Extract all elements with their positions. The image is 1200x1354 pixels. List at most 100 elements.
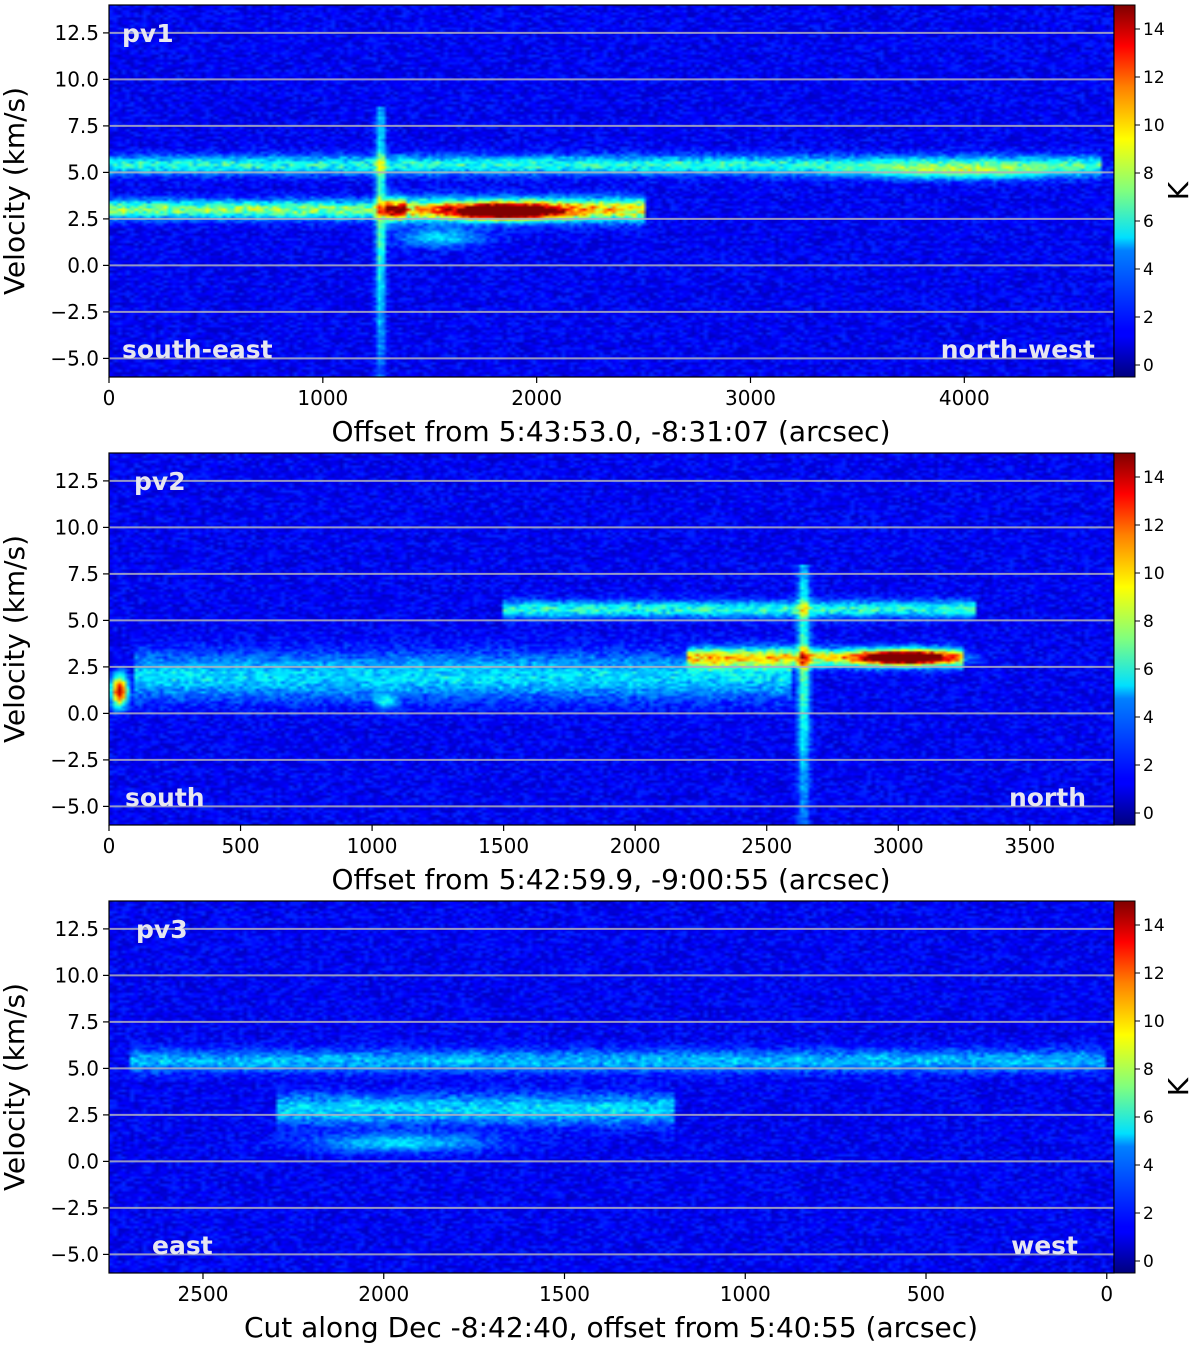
y-tick-label: 12.5 (54, 917, 99, 941)
pv2-grid-lines (109, 479, 1114, 808)
y-tick-label: 5.0 (67, 160, 99, 184)
y-tick-label: 7.5 (67, 1010, 99, 1034)
colorbar-tick-label: 10 (1143, 1012, 1165, 1032)
x-tick-label: 2000 (610, 834, 661, 858)
y-tick-label: 5.0 (67, 608, 99, 632)
pv1-panel-label: pv1 (122, 19, 174, 48)
pv1-right-annotation: north-west (941, 335, 1095, 364)
pv1-colorbar (1113, 4, 1136, 378)
pv3-x-axis-title: Cut along Dec -8:42:40, offset from 5:40… (244, 1311, 978, 1344)
y-tick-label: −2.5 (50, 1196, 99, 1220)
pv2-right-annotation: north (1009, 783, 1086, 812)
pv1-panel: 0 1000 2000 3000 4000 −5.0 −2.5 0.0 2.5 5.0 7.5 10… (0, 4, 1195, 448)
x-tick-label: 1000 (720, 1282, 771, 1306)
y-tick-label: 7.5 (67, 562, 99, 586)
y-tick-label: −2.5 (50, 748, 99, 772)
colorbar-tick-label: 12 (1143, 516, 1165, 536)
y-tick-label: −5.0 (50, 1242, 99, 1266)
colorbar-tick-label: 8 (1143, 164, 1154, 184)
pv1-heatmap (109, 5, 1114, 377)
colorbar-tick-label: 6 (1143, 212, 1154, 232)
pv2-x-axis-title: Offset from 5:42:59.9, -9:00:55 (arcsec) (332, 863, 891, 896)
colorbar-tick-label: 2 (1143, 1204, 1154, 1224)
y-tick-label: −5.0 (50, 794, 99, 818)
colorbar-tick-label: 6 (1143, 1108, 1154, 1128)
y-tick-label: 2.5 (67, 1103, 99, 1127)
y-tick-label: 0.0 (67, 1149, 99, 1173)
x-tick-label: 1000 (297, 386, 348, 410)
x-tick-label: 500 (907, 1282, 945, 1306)
colorbar-tick-label: 12 (1143, 68, 1165, 88)
colorbar-tick-label: 0 (1143, 1252, 1154, 1272)
y-tick-label: −5.0 (50, 346, 99, 370)
pv2-y-axis-title: Velocity (km/s) (0, 535, 31, 743)
pv3-colorbar-ticks: 0 2 4 6 8 10 12 14 (1135, 916, 1165, 1272)
pv2-colorbar-ticks: 0 2 4 6 8 10 12 14 (1135, 468, 1165, 824)
colorbar-tick-label: 8 (1143, 1060, 1154, 1080)
pv3-y-axis-title: Velocity (km/s) (0, 983, 31, 1191)
x-tick-label: 3500 (1004, 834, 1055, 858)
x-tick-label: 4000 (939, 386, 990, 410)
pv2-panel: 0 500 1000 1500 2000 2500 3000 3500 −5.0 −2.5 0.0… (0, 452, 1165, 896)
y-tick-label: 7.5 (67, 114, 99, 138)
pv3-colorbar (1113, 900, 1136, 1274)
y-tick-label: 12.5 (54, 469, 99, 493)
x-tick-label: 0 (1100, 1282, 1113, 1306)
y-tick-label: 10.0 (54, 963, 99, 987)
x-tick-label: 3000 (873, 834, 924, 858)
colorbar-tick-label: 14 (1143, 468, 1165, 488)
colorbar-tick-label: 10 (1143, 564, 1165, 584)
colorbar-tick-label: 8 (1143, 612, 1154, 632)
colorbar-tick-label: 4 (1143, 260, 1154, 280)
pv3-colorbar-label: K (1162, 1077, 1195, 1096)
y-tick-label: 10.0 (54, 67, 99, 91)
x-tick-label: 500 (221, 834, 259, 858)
colorbar-tick-label: 12 (1143, 964, 1165, 984)
x-tick-label: 2000 (511, 386, 562, 410)
x-tick-label: 0 (103, 386, 116, 410)
colorbar-tick-label: 2 (1143, 756, 1154, 776)
pv1-y-axis-title: Velocity (km/s) (0, 87, 31, 295)
colorbar-tick-label: 0 (1143, 356, 1154, 376)
pv2-x-axis: 0 500 1000 1500 2000 2500 3000 3500 (103, 825, 1055, 858)
x-tick-label: 2500 (741, 834, 792, 858)
x-tick-label: 0 (103, 834, 116, 858)
pv2-left-annotation: south (125, 783, 205, 812)
x-tick-label: 1500 (539, 1282, 590, 1306)
pv1-y-axis: −5.0 −2.5 0.0 2.5 5.0 7.5 10.0 12.5 (50, 21, 109, 370)
pv1-x-axis: 0 1000 2000 3000 4000 (103, 377, 990, 410)
x-tick-label: 1500 (478, 834, 529, 858)
x-tick-label: 3000 (725, 386, 776, 410)
y-tick-label: 12.5 (54, 21, 99, 45)
pv1-colorbar-ticks: 0 2 4 6 8 10 12 14 (1135, 20, 1165, 376)
colorbar-tick-label: 2 (1143, 308, 1154, 328)
pv3-y-axis: −5.0 −2.5 0.0 2.5 5.0 7.5 10.0 12.5 (50, 917, 109, 1266)
pv3-left-annotation: east (152, 1231, 213, 1260)
pv1-left-annotation: south-east (122, 335, 273, 364)
y-tick-label: 2.5 (67, 655, 99, 679)
colorbar-tick-label: 0 (1143, 804, 1154, 824)
pv2-y-axis: −5.0 −2.5 0.0 2.5 5.0 7.5 10.0 12.5 (50, 469, 109, 818)
y-tick-label: 5.0 (67, 1056, 99, 1080)
pv3-x-axis: 2500 2000 1500 1000 500 0 (178, 1273, 1113, 1306)
pv3-panel-label: pv3 (136, 915, 188, 944)
colorbar-tick-label: 4 (1143, 1156, 1154, 1176)
pv2-heatmap (109, 453, 1114, 825)
pv3-heatmap (109, 901, 1114, 1273)
colorbar-tick-label: 4 (1143, 708, 1154, 728)
pv2-panel-label: pv2 (134, 467, 186, 496)
colorbar-tick-label: 10 (1143, 116, 1165, 136)
y-tick-label: 10.0 (54, 515, 99, 539)
pv2-colorbar (1113, 452, 1136, 826)
pv3-grid-lines (109, 927, 1114, 1256)
y-tick-label: 0.0 (67, 701, 99, 725)
x-tick-label: 1000 (347, 834, 398, 858)
pv1-grid-lines (109, 31, 1114, 360)
colorbar-tick-label: 14 (1143, 20, 1165, 40)
x-tick-label: 2500 (178, 1282, 229, 1306)
y-tick-label: 2.5 (67, 207, 99, 231)
colorbar-tick-label: 6 (1143, 660, 1154, 680)
pv3-right-annotation: west (1011, 1231, 1078, 1260)
pv1-colorbar-label: K (1162, 181, 1195, 200)
